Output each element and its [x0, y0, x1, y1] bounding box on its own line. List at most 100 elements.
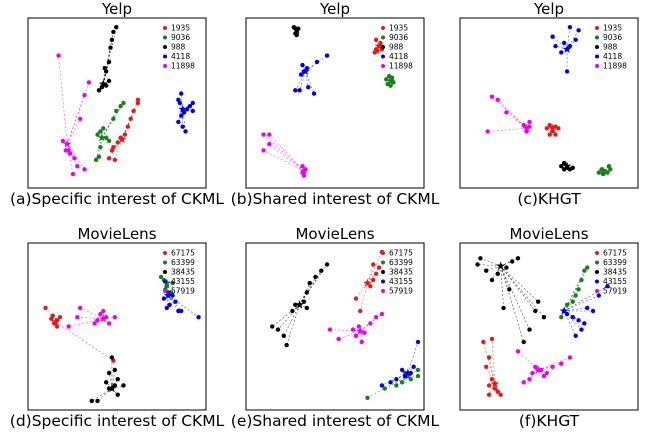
center-star-1935 [374, 41, 384, 50]
point-38435-9 [275, 327, 281, 332]
center-star-57919 [355, 326, 365, 335]
point-67175-10 [495, 389, 500, 394]
series-4118 [176, 91, 195, 134]
point-988-0 [559, 164, 564, 169]
point-1935-4 [373, 37, 379, 42]
center-star-4118 [178, 104, 187, 113]
point-57919-6 [379, 311, 385, 317]
link-11898-7 [66, 143, 85, 170]
point-67175-9 [481, 339, 486, 345]
link-11898-5 [66, 143, 78, 167]
link-67175-8 [491, 338, 496, 384]
point-38435-6 [319, 268, 324, 273]
point-1935-4 [556, 126, 561, 131]
point-38435-10 [115, 392, 120, 397]
legend-marker-67175 [595, 251, 599, 255]
point-11898-11 [66, 148, 71, 153]
point-988-7 [109, 37, 115, 42]
legend-marker-57919 [381, 289, 385, 293]
point-57919-5 [544, 370, 550, 376]
point-4118-3 [300, 62, 305, 68]
link-38435-12 [500, 265, 545, 318]
link-11898-10 [66, 82, 90, 145]
legend-label: 57919 [603, 287, 627, 296]
plot-frame [459, 242, 639, 411]
legend-marker-38435 [163, 270, 167, 274]
point-9036-6 [114, 108, 119, 114]
center-star-1935 [548, 123, 557, 132]
point-38435-0 [103, 380, 109, 385]
series-11898 [261, 132, 309, 178]
point-4118-8 [293, 88, 298, 93]
link-43155-7 [407, 341, 419, 374]
point-11898-2 [267, 141, 272, 147]
link-67175-6 [485, 366, 496, 384]
legend-label: 4118 [171, 52, 190, 61]
link-43155-5 [390, 372, 409, 383]
point-57919-6 [75, 315, 80, 320]
link-67175-5 [367, 251, 383, 284]
point-57919-0 [95, 318, 100, 323]
series-1935 [544, 122, 561, 137]
point-1935-0 [544, 126, 550, 131]
legend-marker-9036 [163, 35, 167, 40]
point-11898-7 [504, 110, 509, 115]
point-38435-12 [541, 315, 547, 320]
point-43155-6 [379, 383, 385, 388]
point-43155-7 [415, 339, 421, 345]
link-38435-2 [486, 265, 501, 271]
series-9036 [384, 73, 396, 88]
link-57919-7 [80, 307, 104, 320]
point-9036-0 [95, 132, 100, 137]
point-57919-7 [77, 305, 83, 311]
legend-label: 57919 [171, 287, 195, 296]
point-57919-5 [373, 315, 379, 320]
point-43155-3 [582, 321, 587, 326]
point-9036-0 [596, 170, 601, 175]
link-38435-9 [277, 304, 300, 330]
legend-label: 43155 [171, 277, 195, 286]
point-67175-0 [486, 383, 492, 388]
link-11898-1 [269, 134, 305, 172]
legend-marker-67175 [381, 251, 385, 255]
series-4118 [293, 53, 330, 96]
series-38435 [270, 262, 330, 348]
legend-marker-4118 [595, 54, 599, 59]
point-57919-7 [559, 361, 564, 366]
point-38435-11 [284, 342, 289, 348]
legend-label: 1935 [603, 24, 622, 33]
link-4118-10 [180, 93, 183, 110]
panel-caption: (c)KHGT [517, 190, 581, 208]
center-star-9036 [97, 133, 107, 142]
link-38435-14 [500, 266, 504, 308]
point-38435-7 [515, 256, 521, 261]
point-57919-7 [336, 336, 341, 342]
point-63399-6 [365, 395, 370, 400]
legend-marker-11898 [595, 64, 599, 68]
legend-marker-43155 [163, 279, 167, 284]
point-9036-3 [605, 170, 610, 175]
link-38435-10 [283, 304, 300, 336]
link-67175-7 [355, 282, 368, 299]
point-38435-7 [121, 383, 126, 388]
point-38435-5 [313, 274, 318, 280]
center-star-4118 [301, 66, 310, 76]
legend-label: 63399 [171, 258, 195, 267]
series-38435 [475, 256, 547, 345]
point-63399-5 [585, 265, 590, 270]
center-star-11898 [299, 166, 309, 175]
point-1935-11 [109, 148, 115, 153]
point-63399-4 [582, 268, 587, 273]
point-4118-1 [559, 50, 564, 55]
legend-label: 9036 [171, 33, 190, 42]
link-38435-5 [111, 369, 116, 389]
point-11898-3 [261, 148, 266, 153]
series-57919 [515, 349, 573, 385]
point-11898-6 [301, 173, 307, 178]
point-57919-3 [353, 333, 359, 338]
point-57919-9 [521, 380, 526, 385]
point-9036-7 [118, 103, 123, 109]
legend-label: 67175 [603, 249, 627, 258]
point-11898-0 [521, 122, 526, 128]
